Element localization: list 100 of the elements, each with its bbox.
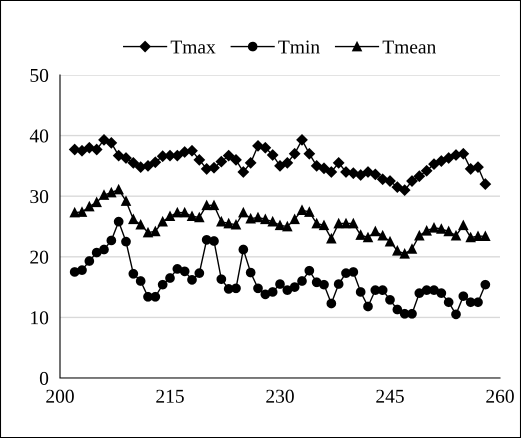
- point: [319, 280, 329, 290]
- point: [466, 232, 476, 242]
- point: [268, 216, 278, 227]
- point: [128, 214, 138, 224]
- point: [451, 230, 461, 240]
- y-tick-label: 50: [30, 68, 48, 82]
- point: [275, 279, 285, 289]
- point: [77, 207, 87, 217]
- legend-label: Tmin: [278, 40, 320, 54]
- legend-label: Tmean: [382, 40, 436, 54]
- point: [414, 230, 424, 240]
- point: [348, 267, 358, 277]
- x-tick-label: 245: [376, 390, 404, 403]
- point: [392, 304, 402, 314]
- x-tick-label: 200: [46, 390, 74, 403]
- x-tick-label: 230: [266, 390, 294, 403]
- point: [318, 162, 330, 174]
- point: [422, 226, 432, 236]
- point: [246, 214, 256, 224]
- point: [297, 205, 307, 215]
- point: [187, 211, 197, 222]
- point: [473, 297, 483, 308]
- point: [444, 226, 454, 236]
- point: [274, 160, 286, 172]
- point: [421, 165, 432, 176]
- point: [187, 274, 197, 285]
- point: [289, 148, 300, 160]
- point: [363, 232, 373, 242]
- point: [334, 279, 344, 289]
- point: [260, 290, 270, 300]
- y-tick-label: 30: [30, 190, 48, 204]
- point: [253, 283, 263, 294]
- point: [194, 212, 204, 222]
- point: [407, 308, 417, 319]
- point: [231, 283, 241, 294]
- point: [414, 288, 424, 298]
- point: [458, 291, 468, 302]
- point: [158, 280, 168, 290]
- point: [296, 134, 308, 146]
- point: [378, 230, 388, 240]
- x-tick-label: 260: [486, 390, 514, 403]
- point: [356, 230, 366, 240]
- point: [348, 168, 359, 179]
- point: [334, 218, 344, 228]
- point: [384, 175, 396, 187]
- point: [106, 188, 116, 198]
- point: [84, 256, 94, 266]
- point: [150, 292, 160, 302]
- point: [91, 144, 102, 156]
- legend-label: Tmax: [170, 40, 216, 54]
- point: [480, 280, 490, 290]
- point: [238, 208, 248, 218]
- point: [136, 276, 146, 286]
- point: [282, 157, 293, 168]
- point: [113, 150, 124, 162]
- point: [458, 220, 468, 230]
- point: [106, 236, 116, 246]
- point: [136, 220, 146, 230]
- point: [128, 157, 139, 168]
- point: [429, 285, 439, 295]
- y-tick-label: 0: [40, 372, 48, 385]
- point: [428, 158, 440, 170]
- point: [451, 310, 461, 320]
- point: [223, 150, 234, 162]
- point: [135, 162, 146, 173]
- point: [267, 149, 278, 161]
- point: [165, 211, 175, 222]
- point: [326, 298, 336, 308]
- point: [121, 236, 131, 247]
- point: [436, 288, 446, 298]
- point: [473, 231, 483, 242]
- point: [312, 218, 322, 228]
- point: [341, 218, 351, 228]
- point: [208, 162, 220, 174]
- point: [378, 285, 388, 295]
- point: [392, 246, 402, 256]
- y-tick-label: 40: [30, 129, 48, 143]
- point: [150, 226, 160, 236]
- point: [180, 208, 190, 218]
- point: [392, 182, 403, 193]
- point: [99, 244, 109, 254]
- point: [275, 220, 285, 230]
- point: [142, 160, 154, 172]
- point: [348, 218, 358, 228]
- point: [180, 266, 190, 276]
- point: [370, 226, 380, 236]
- point: [406, 175, 418, 187]
- point: [114, 216, 124, 227]
- point: [238, 244, 248, 254]
- point: [436, 224, 446, 234]
- point: [385, 236, 395, 247]
- y-tick-label: 10: [31, 311, 48, 324]
- point: [120, 152, 132, 164]
- point: [260, 214, 270, 224]
- point: [92, 197, 102, 208]
- point: [326, 234, 336, 244]
- point: [326, 166, 337, 178]
- point: [99, 190, 109, 200]
- point: [92, 248, 102, 258]
- point: [385, 294, 395, 305]
